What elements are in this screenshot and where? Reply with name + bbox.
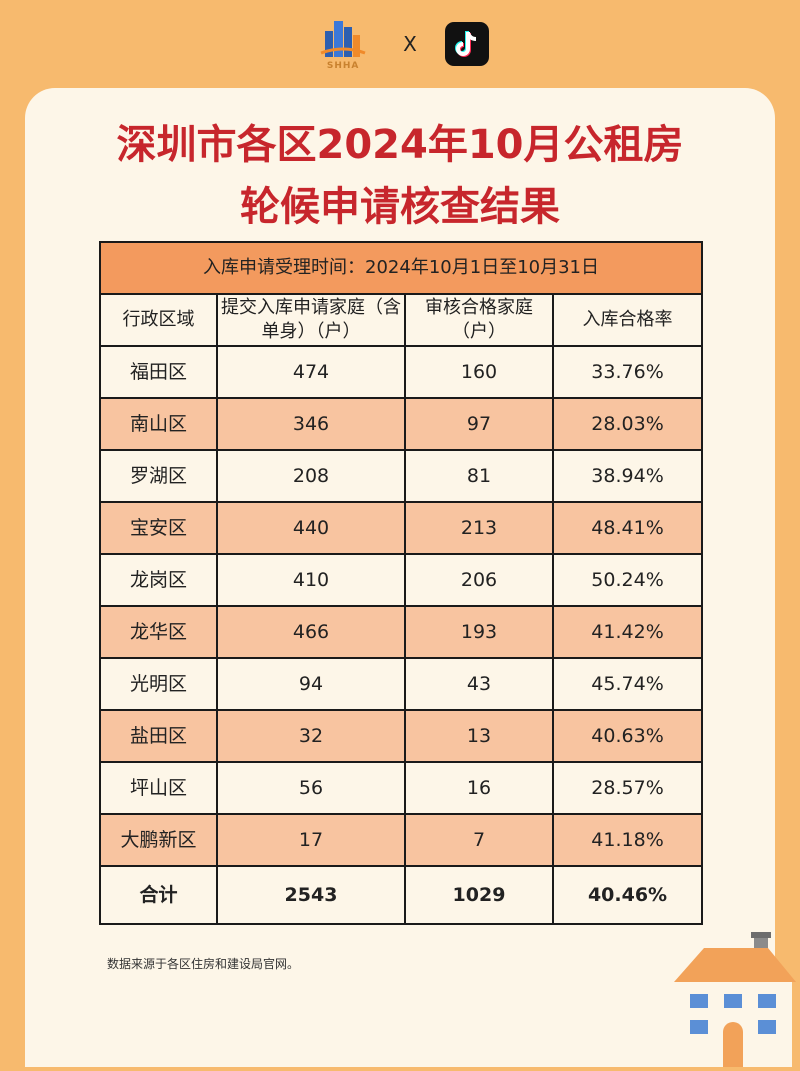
district-cell: 龙岗区 bbox=[99, 553, 218, 607]
rate-cell: 41.42% bbox=[551, 605, 704, 659]
column-header-row: 行政区域 提交入库申请家庭（含单身）（户） 审核合格家庭（户） 入库合格率 bbox=[99, 293, 704, 347]
table-row: 龙华区 466 193 41.42% bbox=[99, 605, 704, 659]
submitted-cell: 346 bbox=[216, 397, 406, 451]
district-cell: 宝安区 bbox=[99, 501, 218, 555]
shha-logo-text: SHHA bbox=[326, 61, 360, 71]
source-note: 数据来源于各区住房和建设局官网。 bbox=[107, 957, 300, 971]
page-title: 深圳市各区2024年10月公租房 轮候申请核查结果 bbox=[25, 114, 775, 238]
table-row: 宝安区 440 213 48.41% bbox=[99, 501, 704, 555]
submitted-cell: 56 bbox=[216, 761, 406, 815]
table-row: 罗湖区 208 81 38.94% bbox=[99, 449, 704, 503]
qualified-cell: 213 bbox=[404, 501, 554, 555]
district-cell: 龙华区 bbox=[99, 605, 218, 659]
period-row: 入库申请受理时间：2024年10月1日至10月31日 bbox=[98, 241, 704, 295]
district-cell: 南山区 bbox=[99, 397, 218, 451]
district-cell: 盐田区 bbox=[99, 709, 218, 763]
qualified-cell: 193 bbox=[404, 605, 554, 659]
house-icon bbox=[668, 932, 798, 1067]
total-rate: 40.46% bbox=[551, 865, 704, 925]
rate-cell: 50.24% bbox=[551, 553, 704, 607]
column-header: 入库合格率 bbox=[551, 293, 704, 347]
rate-cell: 28.57% bbox=[551, 761, 704, 815]
qualified-cell: 97 bbox=[404, 397, 554, 451]
result-table: 入库申请受理时间：2024年10月1日至10月31日 行政区域 提交入库申请家庭… bbox=[98, 241, 704, 925]
table-row: 南山区 346 97 28.03% bbox=[99, 397, 704, 451]
title-line-2: 轮候申请核查结果 bbox=[240, 184, 560, 230]
qualified-cell: 13 bbox=[404, 709, 554, 763]
qualified-cell: 160 bbox=[404, 345, 554, 399]
rate-cell: 33.76% bbox=[551, 345, 704, 399]
rate-cell: 45.74% bbox=[551, 657, 704, 711]
submitted-cell: 440 bbox=[216, 501, 406, 555]
table-row: 坪山区 56 16 28.57% bbox=[99, 761, 704, 815]
column-header: 审核合格家庭（户） bbox=[404, 293, 554, 347]
submitted-cell: 474 bbox=[216, 345, 406, 399]
submitted-cell: 17 bbox=[216, 813, 406, 867]
submitted-cell: 466 bbox=[216, 605, 406, 659]
qualified-cell: 16 bbox=[404, 761, 554, 815]
qualified-cell: 43 bbox=[404, 657, 554, 711]
district-cell: 大鹏新区 bbox=[99, 813, 218, 867]
table-row: 福田区 474 160 33.76% bbox=[99, 345, 704, 399]
rate-cell: 41.18% bbox=[551, 813, 704, 867]
district-cell: 坪山区 bbox=[99, 761, 218, 815]
total-qualified: 1029 bbox=[404, 865, 554, 925]
table-row: 光明区 94 43 45.74% bbox=[99, 657, 704, 711]
qualified-cell: 206 bbox=[404, 553, 554, 607]
qualified-cell: 7 bbox=[404, 813, 554, 867]
table-row: 龙岗区 410 206 50.24% bbox=[99, 553, 704, 607]
column-header: 提交入库申请家庭（含单身）（户） bbox=[216, 293, 406, 347]
total-row: 合计 2543 1029 40.46% bbox=[99, 865, 704, 925]
rate-cell: 40.63% bbox=[551, 709, 704, 763]
district-cell: 福田区 bbox=[99, 345, 218, 399]
table-row: 盐田区 32 13 40.63% bbox=[99, 709, 704, 763]
title-line-1: 深圳市各区2024年10月公租房 bbox=[116, 122, 684, 168]
top-logos: SHHA X bbox=[0, 16, 800, 72]
buildings-icon bbox=[320, 21, 366, 57]
qualified-cell: 81 bbox=[404, 449, 554, 503]
rate-cell: 28.03% bbox=[551, 397, 704, 451]
rate-cell: 48.41% bbox=[551, 501, 704, 555]
submitted-cell: 208 bbox=[216, 449, 406, 503]
tiktok-icon bbox=[444, 22, 489, 66]
table-row: 大鹏新区 17 7 41.18% bbox=[99, 813, 704, 867]
rate-cell: 38.94% bbox=[551, 449, 704, 503]
submitted-cell: 94 bbox=[216, 657, 406, 711]
submitted-cell: 410 bbox=[216, 553, 406, 607]
total-label: 合计 bbox=[99, 865, 218, 925]
district-cell: 光明区 bbox=[99, 657, 218, 711]
column-header: 行政区域 bbox=[99, 293, 218, 347]
submitted-cell: 32 bbox=[216, 709, 406, 763]
logo-separator: X bbox=[403, 32, 417, 56]
period-cell: 入库申请受理时间：2024年10月1日至10月31日 bbox=[98, 241, 704, 295]
total-submitted: 2543 bbox=[216, 865, 406, 925]
district-cell: 罗湖区 bbox=[99, 449, 218, 503]
shha-logo: SHHA bbox=[311, 17, 375, 71]
